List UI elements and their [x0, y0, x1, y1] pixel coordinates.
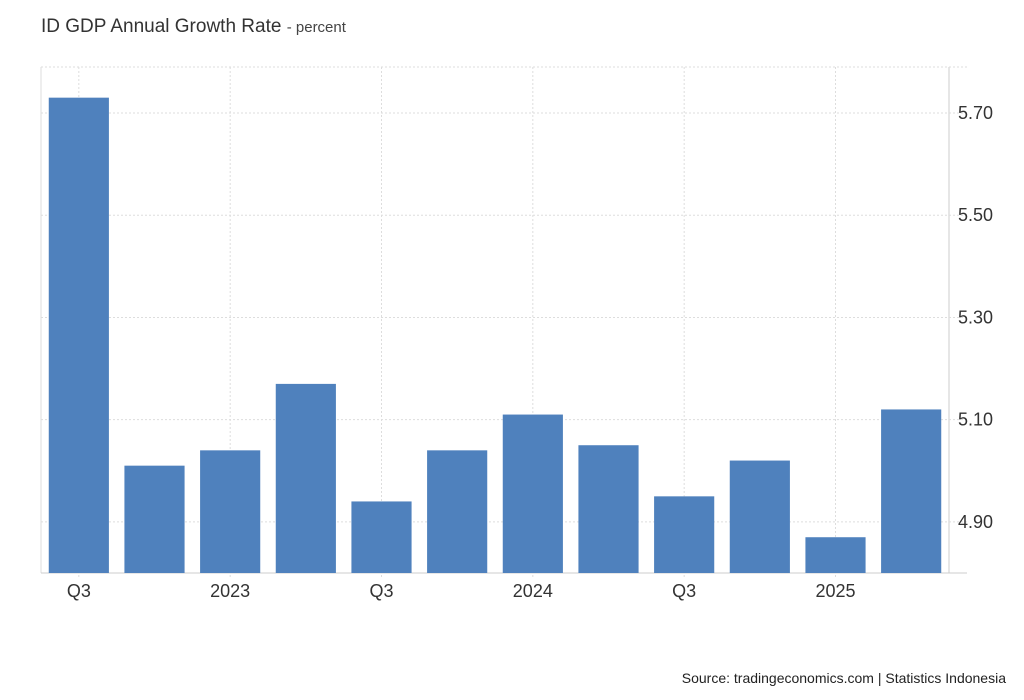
bar[interactable]	[275, 383, 336, 573]
bar[interactable]	[729, 460, 790, 573]
x-tick-label: 2024	[513, 581, 553, 601]
chart-title: ID GDP Annual Growth Rate - percent	[41, 16, 346, 38]
bar[interactable]	[805, 537, 866, 573]
y-tick-label: 5.70	[958, 103, 993, 123]
x-tick-label: Q3	[369, 581, 393, 601]
bar[interactable]	[654, 496, 715, 573]
y-tick-label: 5.30	[958, 307, 993, 327]
bar[interactable]	[48, 97, 109, 574]
y-tick-label: 4.90	[958, 512, 993, 532]
x-tick-label: 2023	[210, 581, 250, 601]
x-tick-label: 2025	[815, 581, 855, 601]
bar[interactable]	[578, 445, 639, 573]
x-tick-label: Q3	[67, 581, 91, 601]
source-note: Source: tradingeconomics.com | Statistic…	[681, 670, 1006, 686]
x-tick-label: Q3	[672, 581, 696, 601]
chart-title-text: ID GDP Annual Growth Rate	[41, 16, 282, 37]
y-tick-label: 5.10	[958, 410, 993, 430]
bar[interactable]	[502, 414, 563, 573]
y-tick-label: 5.50	[958, 205, 993, 225]
chart-unit: - percent	[286, 19, 346, 36]
bar[interactable]	[881, 409, 942, 573]
bar[interactable]	[200, 450, 261, 573]
bars	[48, 97, 942, 574]
bar[interactable]	[427, 450, 488, 573]
bar[interactable]	[351, 501, 412, 573]
y-axis-labels: 4.90 5.10 5.30 5.50 5.70	[958, 103, 993, 532]
x-axis-labels: Q3 2023 Q3 2024 Q3 2025	[67, 581, 856, 601]
bar[interactable]	[124, 465, 185, 573]
chart: 4.90 5.10 5.30 5.50 5.70 Q3 2023 Q3 2024 Q3 2025	[40, 66, 993, 601]
